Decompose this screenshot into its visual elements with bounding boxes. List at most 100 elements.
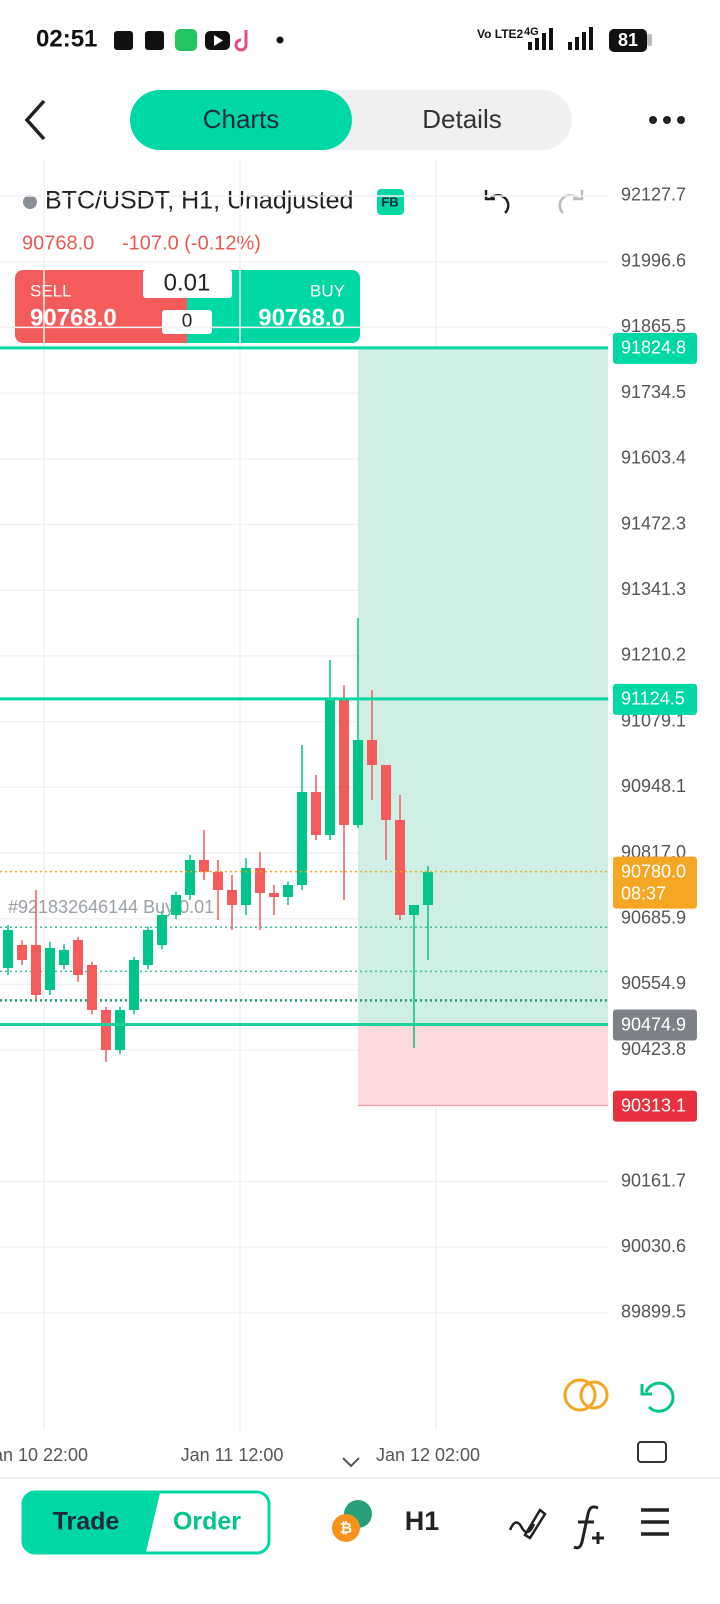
price-tag-time: 08:37 <box>621 883 666 903</box>
stop-loss-zone <box>358 1024 608 1106</box>
y-tick-label: 91865.5 <box>621 316 686 336</box>
undo-button[interactable] <box>484 190 510 214</box>
price-tag-label: 91824.8 <box>621 338 686 358</box>
trade-tab[interactable] <box>24 1493 160 1552</box>
candle-body <box>241 868 251 906</box>
symbol-change: -107.0 (-0.12%) <box>122 232 261 254</box>
candle-body <box>115 1009 125 1050</box>
candle-body <box>213 871 223 890</box>
y-tick-label: 91472.3 <box>621 513 686 533</box>
trade-label[interactable]: Trade <box>53 1508 120 1536</box>
candle-body <box>17 945 27 960</box>
symbol-name: BTC/USDT, H1, Unadjusted <box>45 187 353 215</box>
sell-label: SELL <box>30 281 72 300</box>
battery-cap <box>647 34 652 46</box>
price-tag <box>613 332 697 364</box>
candle-body <box>199 859 209 872</box>
signal-bars <box>528 27 593 50</box>
battery <box>609 29 647 52</box>
y-tick-label: 90161.7 <box>621 1170 686 1190</box>
candle-body <box>171 894 181 915</box>
status-icons <box>114 29 284 52</box>
candle-body <box>45 947 55 990</box>
symbol-dot <box>23 195 37 209</box>
trade-panel <box>15 270 360 343</box>
y-tick-label: 90554.9 <box>621 973 686 993</box>
candle-body <box>269 892 279 897</box>
candle-body <box>381 764 391 820</box>
badge-text: FB <box>381 194 398 209</box>
symbol-icon[interactable]: ₿ <box>332 1500 372 1542</box>
price-tag <box>613 683 697 715</box>
y-tick-label: 91996.6 <box>621 250 686 270</box>
y-tick-label: 91079.1 <box>621 710 686 730</box>
candle-body <box>353 739 363 826</box>
currency-icon[interactable] <box>563 1378 609 1412</box>
candle-body <box>325 697 335 835</box>
candle-body <box>59 949 69 966</box>
symbol-price: 90768.0 <box>22 232 94 254</box>
y-tick-label: 90423.8 <box>621 1039 686 1059</box>
candle-body <box>395 819 405 915</box>
candle-body <box>129 959 139 1010</box>
candle-body <box>311 792 321 835</box>
y-tick-label: 92127.7 <box>621 185 686 205</box>
candle-body <box>409 905 419 915</box>
status-signal: 4G <box>524 26 539 38</box>
y-tick-label: 90030.6 <box>621 1236 686 1256</box>
spread: 0 <box>182 311 193 332</box>
chart: 92127.7 91996.6 91865.5 91734.5 91603.4 91472… <box>0 160 697 1465</box>
indicator-button[interactable] <box>573 1505 604 1550</box>
x-tick-label: Jan 12 02:00 <box>376 1445 480 1465</box>
redo-button[interactable] <box>558 190 584 214</box>
price-tag-label: 90313.1 <box>621 1095 686 1115</box>
y-tick-label: 89899.5 <box>621 1302 686 1322</box>
y-tick-label: 91603.4 <box>621 448 686 468</box>
candle-body <box>3 929 13 968</box>
buy-label: BUY <box>310 281 345 300</box>
candle-body <box>87 965 97 1010</box>
volume-box[interactable] <box>143 270 232 298</box>
more-button[interactable] <box>649 116 685 124</box>
take-profit-zone <box>358 347 608 1025</box>
y-tick-label: 91341.3 <box>621 579 686 599</box>
x-tick-label: Jan 10 22:00 <box>0 1445 88 1465</box>
tab-active[interactable] <box>130 90 352 150</box>
timeframe[interactable]: H1 <box>405 1506 440 1536</box>
price-tag-label: 91124.5 <box>621 689 685 709</box>
back-button[interactable] <box>24 99 46 141</box>
price-tag-label: 90780.0 <box>621 861 686 881</box>
candle-body <box>73 939 83 975</box>
draw-button[interactable] <box>508 1508 547 1540</box>
order-label: #921832646144 Buy 0.01 <box>8 897 214 917</box>
reset-button[interactable] <box>640 1381 675 1413</box>
x-tick-label: Jan 11 12:00 <box>181 1445 284 1465</box>
collapse-button[interactable] <box>342 1457 360 1468</box>
order-label[interactable]: Order <box>173 1508 241 1536</box>
candle-body <box>31 945 41 995</box>
y-tick-label: 91734.5 <box>621 382 686 402</box>
candle-body <box>297 792 307 886</box>
battery-level: 81 <box>618 30 638 50</box>
y-tick-label: 90685.9 <box>621 907 686 927</box>
y-tick-label: 91210.2 <box>621 645 686 665</box>
candle-body <box>185 859 195 895</box>
price-tag-label: 90474.9 <box>621 1014 686 1034</box>
menu-button[interactable] <box>641 1508 669 1536</box>
price-tag <box>613 856 697 909</box>
tab-charts[interactable]: Charts <box>203 104 280 134</box>
candle-body <box>423 871 433 906</box>
layout-button[interactable] <box>637 1441 667 1463</box>
y-tick-label: 90948.1 <box>621 776 686 796</box>
price-tag <box>613 1090 697 1122</box>
candle-body <box>283 885 293 897</box>
candle-body <box>339 697 349 826</box>
candle-body <box>255 868 265 893</box>
btc-glyph: ₿ <box>340 1520 352 1537</box>
tab-details[interactable]: Details <box>422 104 501 134</box>
candle-body <box>101 1009 111 1050</box>
status-network: Vo LTE2 <box>477 27 524 41</box>
candle-body <box>157 914 167 946</box>
